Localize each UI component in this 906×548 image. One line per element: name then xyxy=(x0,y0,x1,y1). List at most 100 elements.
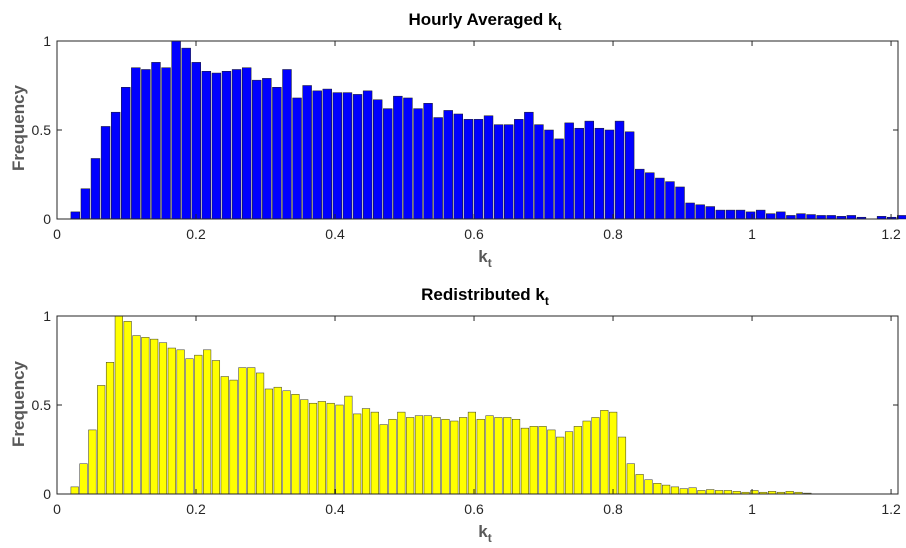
bar xyxy=(406,417,415,495)
bar xyxy=(715,490,724,495)
bar xyxy=(70,486,79,495)
bar xyxy=(826,215,836,220)
bar xyxy=(723,490,732,495)
bar xyxy=(685,202,695,220)
x-axis-label: kt xyxy=(478,247,491,270)
bar xyxy=(600,410,609,495)
bar-group xyxy=(70,315,812,495)
bar xyxy=(806,214,816,220)
bar xyxy=(494,417,503,495)
bar xyxy=(582,420,591,495)
bar xyxy=(524,111,534,220)
bar xyxy=(655,177,665,220)
bar xyxy=(326,402,335,495)
bar xyxy=(397,411,406,495)
bar xyxy=(292,97,302,220)
bar xyxy=(308,402,318,495)
bar xyxy=(88,429,97,495)
bar xyxy=(512,418,521,495)
x-tick-label: 1 xyxy=(748,501,756,517)
bar xyxy=(534,124,544,220)
bar xyxy=(423,415,432,495)
bar xyxy=(450,420,459,495)
bar xyxy=(220,376,229,495)
bar xyxy=(110,111,121,220)
bar xyxy=(70,211,81,220)
x-tick-label: 0.8 xyxy=(603,501,623,517)
x-tick-label: 0.6 xyxy=(464,226,484,242)
bar xyxy=(529,426,538,495)
bar xyxy=(897,215,906,220)
bar xyxy=(705,206,715,220)
bar xyxy=(141,337,150,495)
bar xyxy=(252,79,262,220)
bar xyxy=(211,72,222,220)
bar xyxy=(282,390,291,495)
bar xyxy=(256,372,265,495)
chart-title: Hourly Averaged kt xyxy=(409,10,562,33)
x-tick-label: 0.4 xyxy=(325,226,345,242)
bar xyxy=(547,429,556,495)
bar xyxy=(361,408,371,495)
bar xyxy=(816,215,826,220)
bar xyxy=(79,463,88,495)
y-tick-label: 0.5 xyxy=(32,397,52,413)
chart-redistributed: Redistributed kt 0 0.2 0.4 0.6 0.8 1 1.2 00.51… xyxy=(9,285,901,545)
bar xyxy=(564,122,574,220)
bar xyxy=(755,209,766,220)
bar xyxy=(675,186,685,220)
bar xyxy=(221,71,232,220)
bar xyxy=(493,124,504,220)
bar xyxy=(238,367,247,495)
bar xyxy=(114,315,123,495)
bar xyxy=(594,127,605,220)
bar xyxy=(463,119,474,220)
bar xyxy=(584,120,595,220)
chart-title: Redistributed kt xyxy=(421,285,549,308)
y-tick-label: 0 xyxy=(43,211,51,227)
bar xyxy=(379,424,388,495)
bar xyxy=(352,94,363,220)
bar xyxy=(97,385,106,495)
bar xyxy=(185,358,194,495)
bar xyxy=(766,213,776,220)
bar xyxy=(229,379,238,495)
bar xyxy=(573,426,582,495)
bar xyxy=(695,204,705,220)
bar xyxy=(745,211,756,220)
bar xyxy=(291,394,300,495)
bar xyxy=(403,97,413,220)
bar xyxy=(556,436,565,495)
bar xyxy=(467,411,476,495)
bar xyxy=(322,88,332,220)
bar xyxy=(176,349,185,495)
bar xyxy=(504,124,514,220)
bar xyxy=(171,40,181,220)
bar xyxy=(624,131,635,220)
x-tick-label: 0 xyxy=(53,501,61,517)
bar xyxy=(645,172,655,220)
y-tick-label: 1 xyxy=(43,308,51,324)
bar xyxy=(312,90,322,220)
bar xyxy=(544,129,554,220)
bar xyxy=(662,484,671,495)
bar xyxy=(644,479,653,495)
bar xyxy=(679,488,688,495)
bar xyxy=(614,120,625,220)
bar xyxy=(617,436,627,495)
bar xyxy=(443,110,453,220)
bar xyxy=(342,92,353,220)
bar xyxy=(332,92,343,220)
bar xyxy=(317,401,326,495)
x-tick-label: 0.6 xyxy=(464,501,484,517)
bar xyxy=(121,87,131,220)
bar xyxy=(564,431,574,495)
bar xyxy=(181,47,191,220)
x-tick-label: 0.2 xyxy=(186,226,206,242)
bar xyxy=(423,103,433,220)
bar xyxy=(413,108,423,220)
x-tick-label: 0.8 xyxy=(603,226,623,242)
bar xyxy=(231,69,242,220)
y-axis-ticks: 00.51 xyxy=(32,33,898,227)
bar xyxy=(393,95,403,220)
